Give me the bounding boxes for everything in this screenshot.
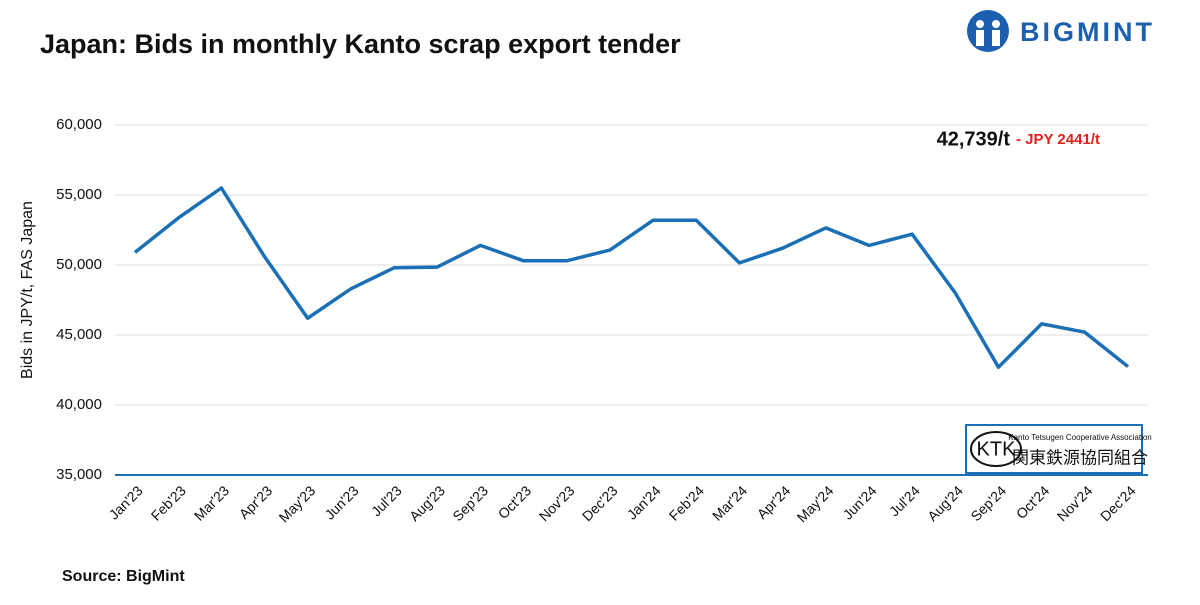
badge-code: KTK <box>977 438 1017 460</box>
y-tick-label: 50,000 <box>56 256 102 273</box>
y-tick-label: 35,000 <box>56 466 102 483</box>
line-series <box>133 186 1130 369</box>
chart-title: Japan: Bids in monthly Kanto scrap expor… <box>40 29 681 59</box>
logo: BIGMINT <box>967 10 1155 52</box>
badge-name-ja: 関東鉄源協同組合 <box>1012 448 1148 467</box>
logo-icon <box>967 10 1009 52</box>
y-tick-label: 45,000 <box>56 326 102 343</box>
annotation: 42,739/t <box>937 128 1011 150</box>
badge-oval <box>970 431 1022 467</box>
source: Source: BigMint <box>62 568 185 585</box>
y-axis-label: Bids in JPY/t, FAS Japan <box>19 201 36 379</box>
annotation-change: - JPY 2441/t <box>1016 131 1100 148</box>
y-tick-label: 55,000 <box>56 186 102 203</box>
logo-icon <box>976 20 984 28</box>
badge: KTK Kanto Tetsugen Cooperative Associati… <box>965 424 1152 474</box>
brand: BIGMINT <box>1020 17 1155 47</box>
logo-icon <box>976 30 984 46</box>
y-tick-label: 40,000 <box>56 396 102 413</box>
badge-name-en: Kanto Tetsugen Cooperative Association <box>1008 433 1152 442</box>
logo-icon <box>992 30 1000 46</box>
y-tick-label: 60,000 <box>56 116 102 133</box>
logo-icon <box>992 20 1000 28</box>
